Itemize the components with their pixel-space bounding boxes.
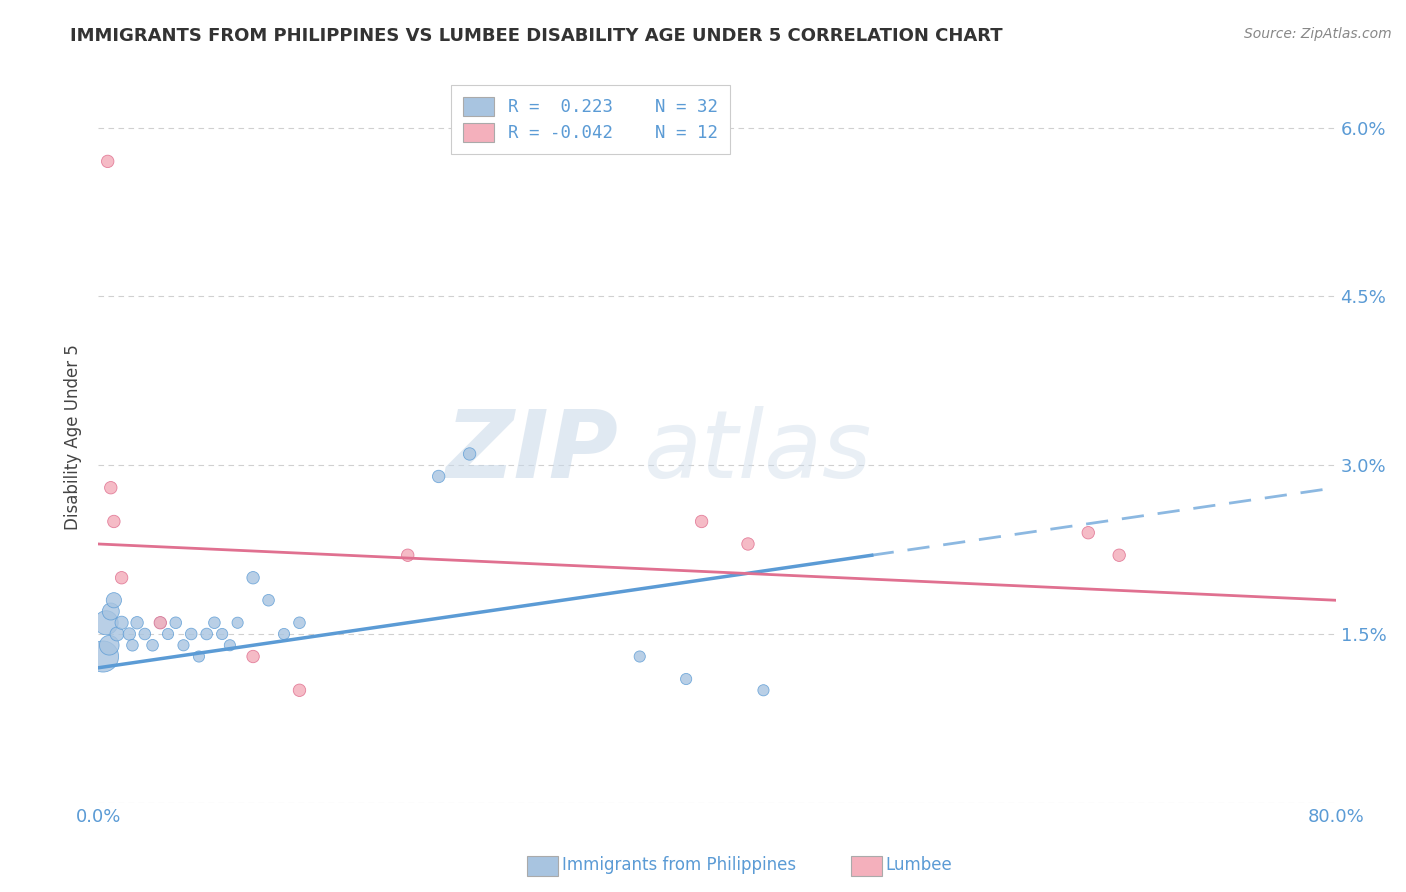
Point xyxy=(111,571,134,585)
Point xyxy=(288,683,311,698)
Point xyxy=(118,627,141,641)
Point xyxy=(100,481,122,495)
Point xyxy=(211,627,233,641)
Point xyxy=(103,515,125,529)
Point xyxy=(134,627,156,641)
Point xyxy=(157,627,180,641)
Point xyxy=(188,649,211,664)
Point xyxy=(195,627,218,641)
Y-axis label: Disability Age Under 5: Disability Age Under 5 xyxy=(65,344,83,530)
Text: atlas: atlas xyxy=(643,406,872,497)
Point xyxy=(1108,548,1130,562)
Point xyxy=(242,571,264,585)
Point xyxy=(100,605,122,619)
Point xyxy=(427,469,450,483)
Point xyxy=(111,615,134,630)
Point xyxy=(180,627,202,641)
Point xyxy=(204,615,226,630)
Point xyxy=(121,638,143,652)
Legend: R =  0.223    N = 32, R = -0.042    N = 12: R = 0.223 N = 32, R = -0.042 N = 12 xyxy=(451,85,730,154)
Text: IMMIGRANTS FROM PHILIPPINES VS LUMBEE DISABILITY AGE UNDER 5 CORRELATION CHART: IMMIGRANTS FROM PHILIPPINES VS LUMBEE DI… xyxy=(70,27,1002,45)
Point xyxy=(219,638,242,652)
Point xyxy=(98,638,121,652)
Point xyxy=(628,649,651,664)
Text: ZIP: ZIP xyxy=(446,406,619,498)
Point xyxy=(288,615,311,630)
Point xyxy=(1077,525,1099,540)
Point xyxy=(173,638,195,652)
Point xyxy=(149,615,172,630)
Point xyxy=(257,593,280,607)
Point xyxy=(737,537,759,551)
Point xyxy=(96,615,118,630)
Text: Source: ZipAtlas.com: Source: ZipAtlas.com xyxy=(1244,27,1392,41)
Point xyxy=(105,627,128,641)
Text: Immigrants from Philippines: Immigrants from Philippines xyxy=(562,856,797,874)
Text: Lumbee: Lumbee xyxy=(886,856,952,874)
Point xyxy=(91,649,114,664)
Point xyxy=(396,548,419,562)
Point xyxy=(690,515,713,529)
Point xyxy=(165,615,187,630)
Point xyxy=(752,683,775,698)
Point xyxy=(675,672,697,686)
Point xyxy=(103,593,125,607)
Point xyxy=(273,627,295,641)
Point xyxy=(127,615,149,630)
Point xyxy=(97,154,120,169)
Point xyxy=(242,649,264,664)
Point xyxy=(226,615,249,630)
Point xyxy=(149,615,172,630)
Point xyxy=(142,638,165,652)
Point xyxy=(458,447,481,461)
